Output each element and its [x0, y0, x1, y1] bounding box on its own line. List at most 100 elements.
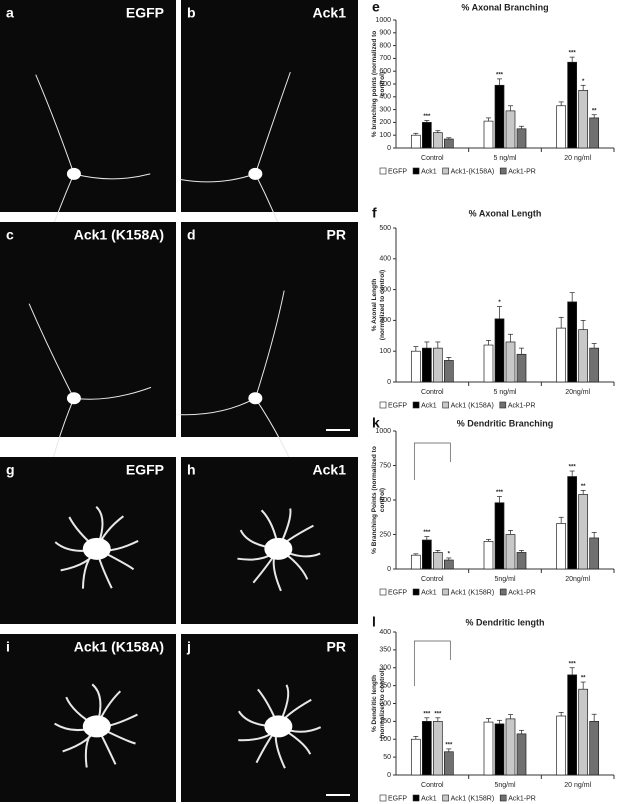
error-bar [580, 320, 586, 330]
significance: ** [581, 676, 586, 682]
error-bar [558, 516, 564, 524]
bar [516, 128, 527, 149]
legend-swatch [499, 588, 507, 596]
bar [505, 718, 516, 776]
legend-swatch [412, 588, 420, 596]
error-bar [435, 130, 441, 133]
x-tick-label: 5ng/ml [494, 576, 515, 583]
micrograph [0, 0, 176, 212]
bar [516, 733, 527, 776]
x-tick-label: 5 ng/ml [494, 389, 517, 396]
y-tick-label: 0 [387, 566, 391, 573]
bar [567, 476, 578, 570]
error-bar [435, 550, 441, 553]
error-bar [446, 137, 452, 140]
legend-swatch [442, 588, 449, 596]
bar [494, 723, 505, 776]
neurite [254, 290, 285, 399]
panel-label: Ack1 (K158A) [74, 227, 164, 243]
y-axis-label-line: control) [379, 72, 386, 96]
significance: ** [581, 484, 586, 490]
bar [410, 554, 421, 570]
panel-label: EGFP [126, 5, 164, 21]
neurite [28, 303, 75, 399]
y-tick-label: 800 [379, 42, 391, 49]
legend-label: EGFP [388, 168, 407, 175]
bar [589, 537, 600, 570]
bar [556, 105, 567, 149]
error-bar [446, 357, 452, 361]
legend-swatch [412, 167, 420, 175]
y-tick-label: 300 [379, 286, 391, 293]
error-bar [519, 550, 524, 553]
legend-label: Ack1-PR [508, 589, 536, 596]
panel-letter: a [6, 5, 14, 21]
y-tick-label: 0 [387, 379, 391, 386]
bar [589, 117, 600, 149]
bar [421, 122, 432, 149]
legend-swatch [442, 167, 449, 175]
panel-label: Ack1 (K158A) [74, 639, 164, 655]
x-tick-label: Control [421, 782, 444, 789]
legend-label: EGFP [388, 795, 407, 802]
y-tick-label: 50 [383, 754, 391, 761]
soma [248, 167, 263, 180]
error-bar [413, 346, 419, 352]
significance: * [582, 79, 585, 85]
panel-letter: k [372, 415, 380, 431]
y-axis-label-line: % Dendritic length [371, 675, 378, 732]
bar [443, 751, 454, 776]
error-bar [580, 681, 586, 690]
legend-label: Ack1-PR [508, 168, 536, 175]
error-bar [591, 532, 597, 538]
legend-swatch [379, 167, 387, 175]
error-bar [435, 717, 441, 722]
significance: *** [569, 51, 577, 57]
chart-title: % Axonal Length [469, 208, 542, 218]
error-bar [424, 717, 430, 722]
chart-title: % Axonal Branching [461, 2, 548, 12]
bar [410, 134, 421, 149]
y-axis-label-line: control) [379, 488, 386, 512]
y-axis-label: % Branching Points (normalized tocontrol… [371, 446, 386, 554]
micrograph [181, 0, 358, 212]
y-axis-label: % Dendritic length(normalized to control… [371, 668, 386, 738]
error-bar [569, 470, 575, 477]
y-axis-label: % Axonal Length(normalized to control) [371, 270, 386, 340]
panel-letter: f [372, 205, 377, 221]
y-tick-label: 0 [387, 145, 391, 152]
y-tick-label: 150 [379, 718, 391, 725]
bar [443, 138, 454, 149]
significance: *** [496, 490, 504, 496]
y-tick-label: 250 [379, 531, 391, 538]
error-bar [591, 114, 597, 118]
error-bar [486, 538, 491, 542]
y-tick-label: 200 [379, 700, 391, 707]
y-tick-label: 400 [379, 94, 391, 101]
comparison-bracket [413, 640, 451, 686]
significance: *** [496, 72, 504, 78]
x-tick-label: Control [421, 155, 444, 162]
y-tick-label: 700 [379, 55, 391, 62]
error-bar [497, 719, 502, 724]
bar [421, 347, 432, 383]
panel-letter: l [372, 614, 376, 630]
chart-title: % Dendritic Branching [457, 418, 554, 428]
significance: *** [569, 661, 577, 667]
legend-swatch [412, 794, 420, 802]
x-tick-label: Control [421, 576, 444, 583]
bar [578, 329, 589, 383]
significance: *** [569, 465, 577, 471]
bar [443, 559, 454, 570]
x-tick-label: 20ng/ml [565, 389, 590, 396]
panel-letter: g [6, 462, 15, 478]
significance: * [498, 300, 501, 306]
panel-label: PR [327, 227, 346, 243]
error-bar [413, 736, 419, 740]
y-tick-label: 200 [379, 119, 391, 126]
soma [248, 392, 263, 405]
bar [567, 61, 578, 149]
y-tick-label: 750 [379, 462, 391, 469]
legend-swatch [499, 401, 507, 409]
